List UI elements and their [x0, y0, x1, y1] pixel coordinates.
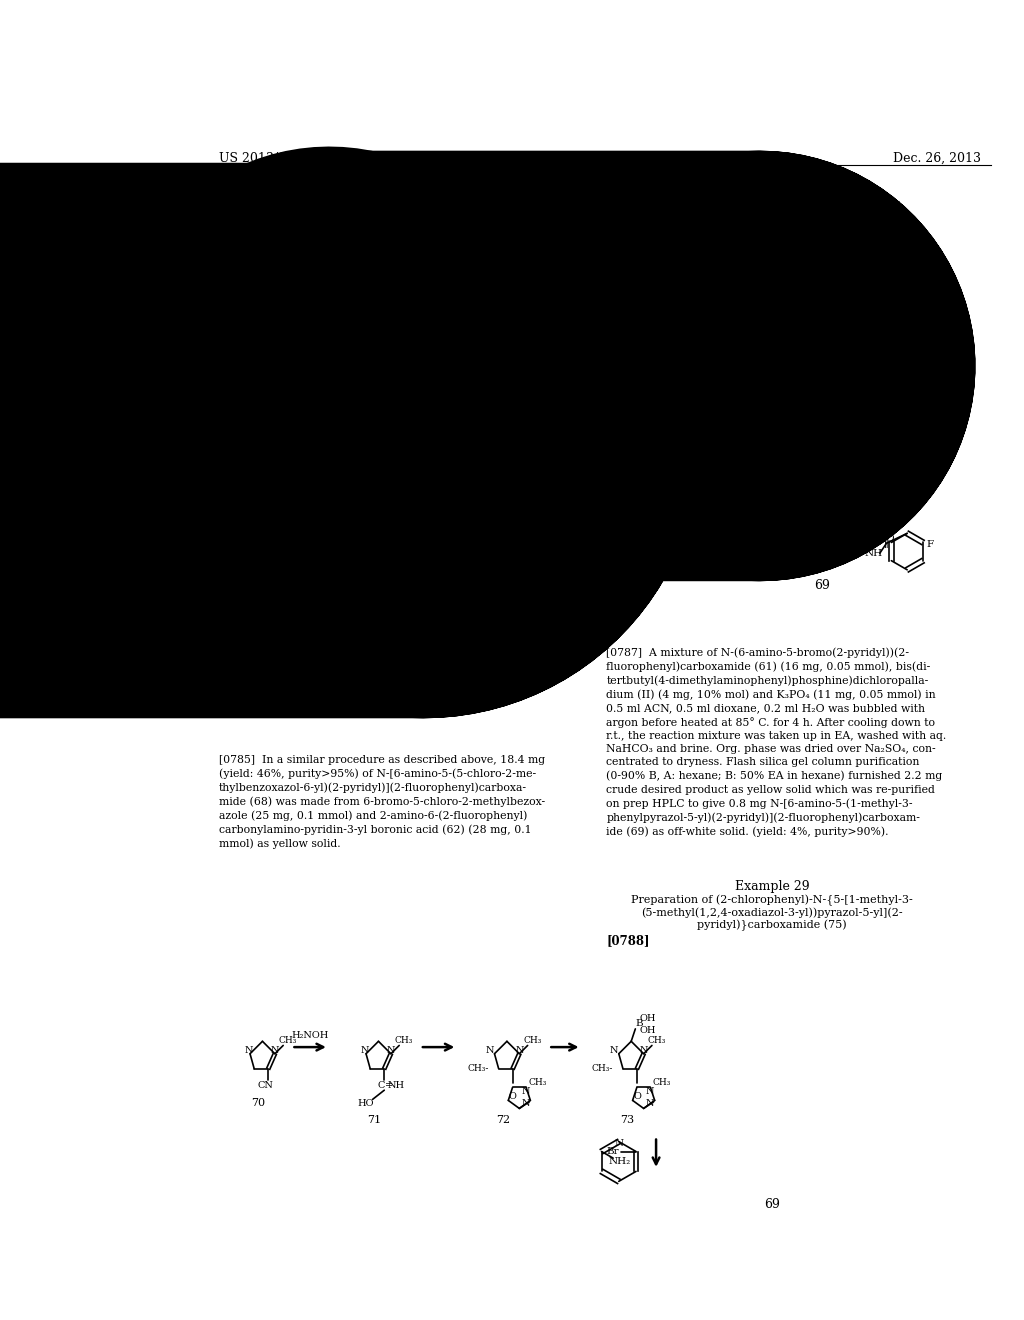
Text: N: N	[485, 1045, 494, 1055]
Text: 69: 69	[814, 579, 829, 593]
Text: N: N	[659, 342, 669, 351]
Text: O: O	[886, 533, 894, 543]
Text: N: N	[244, 1045, 253, 1055]
Text: ║: ║	[379, 417, 385, 429]
Text: Example 29: Example 29	[735, 879, 809, 892]
Text: NH: NH	[387, 1081, 404, 1090]
Text: N: N	[515, 1045, 523, 1055]
Text: 68: 68	[346, 675, 361, 688]
Text: 143: 143	[587, 152, 613, 166]
Text: NH₂: NH₂	[662, 354, 684, 363]
Text: NH: NH	[690, 383, 709, 391]
Text: N: N	[360, 1045, 369, 1055]
Text: OH: OH	[640, 1026, 656, 1035]
Text: OH: OH	[927, 280, 943, 289]
Text: OH: OH	[927, 271, 943, 280]
Text: B: B	[921, 275, 929, 284]
Text: N: N	[609, 1045, 618, 1055]
Text: CH₃: CH₃	[652, 1078, 671, 1088]
Text: F: F	[475, 623, 482, 631]
Text: Br: Br	[480, 372, 493, 381]
Text: CN: CN	[257, 1081, 272, 1090]
Text: CH₃: CH₃	[523, 1036, 542, 1045]
Text: Example 27: Example 27	[344, 182, 418, 195]
Text: F: F	[413, 434, 419, 444]
Text: N: N	[614, 1139, 624, 1147]
Text: N: N	[378, 594, 387, 603]
Text: [0788]: [0788]	[606, 935, 650, 948]
Text: 62: 62	[342, 479, 357, 492]
Text: 69: 69	[764, 1199, 780, 1210]
Text: Br: Br	[606, 1147, 620, 1156]
Text: NH₂: NH₂	[315, 611, 338, 620]
Text: N: N	[477, 346, 486, 354]
Text: 72: 72	[496, 1115, 510, 1125]
Text: [0786]: [0786]	[606, 238, 650, 251]
Text: =: =	[385, 1081, 393, 1090]
Text: Cl: Cl	[317, 615, 329, 624]
Text: N: N	[270, 1045, 280, 1055]
Text: CH₃: CH₃	[279, 1036, 297, 1045]
Text: N: N	[387, 1045, 395, 1055]
Text: B: B	[636, 1019, 643, 1028]
Text: N: N	[795, 504, 804, 513]
Text: O: O	[633, 1093, 641, 1101]
Text: NH₂: NH₂	[805, 515, 827, 524]
Text: N: N	[896, 259, 905, 268]
Text: (HO)₂B: (HO)₂B	[278, 432, 313, 441]
Text: Preparation of N-[6-amino-5-(5-chloro-2-methylben-
zoxazol-6-yl)(2-pyridyl)](2-f: Preparation of N-[6-amino-5-(5-chloro-2-…	[236, 197, 526, 231]
Text: N: N	[876, 267, 885, 276]
Text: Cl: Cl	[470, 363, 481, 372]
Text: HO: HO	[357, 1100, 375, 1107]
Text: N: N	[329, 407, 338, 416]
Text: N: N	[646, 1086, 654, 1096]
Text: N: N	[322, 594, 330, 603]
Text: ║: ║	[883, 535, 890, 548]
Text: N: N	[834, 507, 843, 516]
Text: OH: OH	[640, 1015, 656, 1023]
Text: O: O	[383, 425, 392, 433]
Text: O: O	[509, 1093, 517, 1101]
Text: ║: ║	[709, 368, 716, 380]
Text: 73: 73	[620, 1115, 634, 1125]
Text: CH₃: CH₃	[901, 251, 922, 260]
Text: O: O	[465, 352, 473, 360]
Text: NH: NH	[410, 632, 428, 642]
Text: NH: NH	[367, 436, 385, 445]
Text: Example 28: Example 28	[734, 182, 809, 195]
Text: ║: ║	[434, 619, 440, 632]
Text: US 2013/0345193 A1: US 2013/0345193 A1	[218, 152, 354, 165]
Text: CH₃-: CH₃-	[467, 1064, 488, 1073]
Text: F: F	[926, 540, 933, 549]
Text: CH₃: CH₃	[528, 1078, 547, 1088]
Text: F: F	[753, 374, 760, 381]
Text: Br: Br	[653, 351, 667, 359]
Text: CH₃: CH₃	[395, 1036, 414, 1045]
Text: N: N	[639, 1045, 648, 1055]
Text: O: O	[308, 599, 316, 609]
Text: CH₃-: CH₃-	[592, 1064, 613, 1073]
Text: [0784]: [0784]	[218, 238, 262, 251]
Text: N: N	[780, 511, 790, 520]
Text: H₂NOH: H₂NOH	[291, 1031, 329, 1040]
Text: Dec. 26, 2013: Dec. 26, 2013	[893, 152, 981, 165]
Text: N: N	[646, 1100, 654, 1107]
Text: [0787]  A mixture of N-(6-amino-5-bromo(2-pyridyl))(2-
fluorophenyl)carboxamide : [0787] A mixture of N-(6-amino-5-bromo(2…	[606, 648, 946, 837]
Text: Preparation of N-[6-amino-5-(1-methyl-3-phe-
nylpyrazol-5-yl)(2-pyridyl)](2-fluo: Preparation of N-[6-amino-5-(1-methyl-3-…	[640, 197, 904, 231]
Text: C: C	[377, 1081, 385, 1090]
Text: O: O	[712, 367, 720, 375]
Text: NH₂: NH₂	[313, 389, 336, 399]
Text: CH₃: CH₃	[800, 496, 819, 504]
Text: Preparation of (2-chlorophenyl)-N-{5-[1-methyl-3-
(5-methyl(1,2,4-oxadiazol-3-yl: Preparation of (2-chlorophenyl)-N-{5-[1-…	[631, 895, 913, 932]
Text: N: N	[521, 1100, 530, 1107]
Text: NH₂: NH₂	[608, 1156, 631, 1166]
Text: 70: 70	[251, 1098, 265, 1109]
Text: O: O	[433, 618, 441, 627]
Text: NH: NH	[864, 549, 883, 558]
Text: 61: 61	[665, 403, 681, 416]
Text: CH₃: CH₃	[648, 1036, 666, 1045]
Text: [0785]  In a similar procedure as described above, 18.4 mg
(yield: 46%, purity>9: [0785] In a similar procedure as describ…	[218, 755, 545, 849]
Text: N: N	[521, 1086, 530, 1096]
Text: 71: 71	[368, 1115, 381, 1125]
